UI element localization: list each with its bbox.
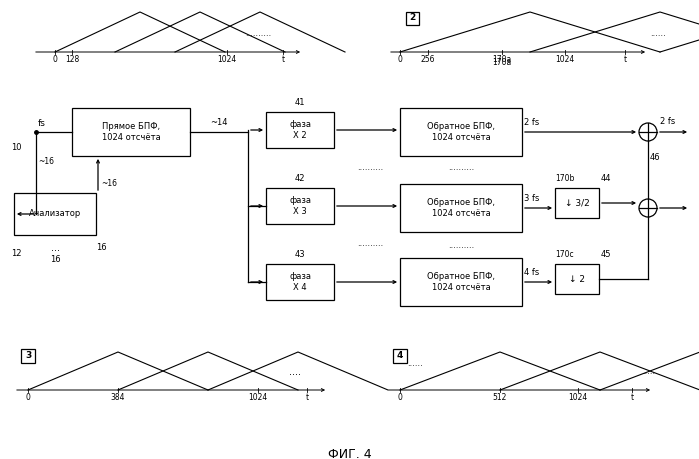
Text: 12: 12 <box>10 248 21 257</box>
Bar <box>400 258 522 306</box>
Text: 1024: 1024 <box>556 55 575 64</box>
Text: 1024: 1024 <box>248 393 268 402</box>
Text: 44: 44 <box>601 174 612 183</box>
Bar <box>72 108 190 156</box>
Text: ...: ... <box>50 243 59 253</box>
Bar <box>21 349 35 363</box>
Text: ..........: .......... <box>357 163 383 173</box>
Text: 2 fs: 2 fs <box>524 118 539 127</box>
Text: ..........: .......... <box>448 163 474 173</box>
Text: Анализатор: Анализатор <box>29 209 81 218</box>
Bar <box>14 193 96 235</box>
Text: 384: 384 <box>110 393 125 402</box>
Text: 4 fs: 4 fs <box>524 268 539 277</box>
Text: ......: ...... <box>407 359 423 369</box>
Bar <box>400 108 522 156</box>
Text: 2: 2 <box>409 13 415 22</box>
Text: 1024: 1024 <box>568 393 588 402</box>
Text: 10: 10 <box>10 144 21 152</box>
Text: 512: 512 <box>493 393 507 402</box>
Text: t: t <box>305 393 308 402</box>
Text: 170c: 170c <box>555 250 574 259</box>
Text: fs: fs <box>38 119 46 128</box>
Text: 16: 16 <box>50 256 60 264</box>
Text: 0: 0 <box>52 55 57 64</box>
Text: 42: 42 <box>295 174 305 183</box>
Bar <box>266 264 334 300</box>
Text: 4: 4 <box>397 352 403 360</box>
Text: 0: 0 <box>398 55 403 64</box>
Text: 3 fs: 3 fs <box>524 194 540 203</box>
Text: фаза
X 4: фаза X 4 <box>289 272 311 292</box>
Text: ..........: .......... <box>357 240 383 248</box>
Bar <box>266 112 334 148</box>
Bar <box>555 188 599 218</box>
Text: фаза
X 3: фаза X 3 <box>289 196 311 216</box>
Text: 43: 43 <box>295 250 305 259</box>
Text: 45: 45 <box>601 250 612 259</box>
Text: 128: 128 <box>65 55 79 64</box>
Bar <box>555 264 599 294</box>
Text: 41: 41 <box>295 98 305 107</box>
Text: t: t <box>282 55 284 64</box>
Text: ..........: .......... <box>448 241 474 251</box>
Text: ~16: ~16 <box>38 157 54 167</box>
Text: Прямое БПФ,
1024 отсчёта: Прямое БПФ, 1024 отсчёта <box>101 122 160 142</box>
Text: Обратное БПФ,
1024 отсчёта: Обратное БПФ, 1024 отсчёта <box>427 272 495 292</box>
Text: 256: 256 <box>421 55 435 64</box>
Text: ↓ 3/2: ↓ 3/2 <box>565 198 589 207</box>
Text: фаза
X 2: фаза X 2 <box>289 120 311 140</box>
Bar <box>393 349 407 363</box>
Text: 2 fs: 2 fs <box>660 117 675 126</box>
Text: 3: 3 <box>25 352 31 360</box>
Text: ....: .... <box>289 367 301 377</box>
Text: 16: 16 <box>96 244 107 252</box>
Text: ФИГ. 4: ФИГ. 4 <box>329 448 372 459</box>
Bar <box>400 184 522 232</box>
Text: 170a: 170a <box>492 58 512 67</box>
Text: ......: ...... <box>650 29 666 39</box>
Text: ..........: .......... <box>245 29 271 39</box>
Text: t: t <box>630 393 633 402</box>
Text: t: t <box>624 55 626 64</box>
Text: 0: 0 <box>398 393 403 402</box>
Text: ↓ 2: ↓ 2 <box>569 274 585 284</box>
Bar <box>266 188 334 224</box>
Text: 170b: 170b <box>555 174 575 183</box>
Text: Обратное БПФ,
1024 отсчёта: Обратное БПФ, 1024 отсчёта <box>427 198 495 218</box>
Text: 46: 46 <box>650 152 661 162</box>
Text: ~16: ~16 <box>101 179 117 187</box>
Bar <box>406 12 419 25</box>
Text: ......: ...... <box>642 368 658 376</box>
Text: 0: 0 <box>26 393 31 402</box>
Text: 170a: 170a <box>492 55 512 64</box>
Text: Обратное БПФ,
1024 отсчёта: Обратное БПФ, 1024 отсчёта <box>427 122 495 142</box>
Text: ~14: ~14 <box>210 118 228 127</box>
Text: 1024: 1024 <box>217 55 237 64</box>
